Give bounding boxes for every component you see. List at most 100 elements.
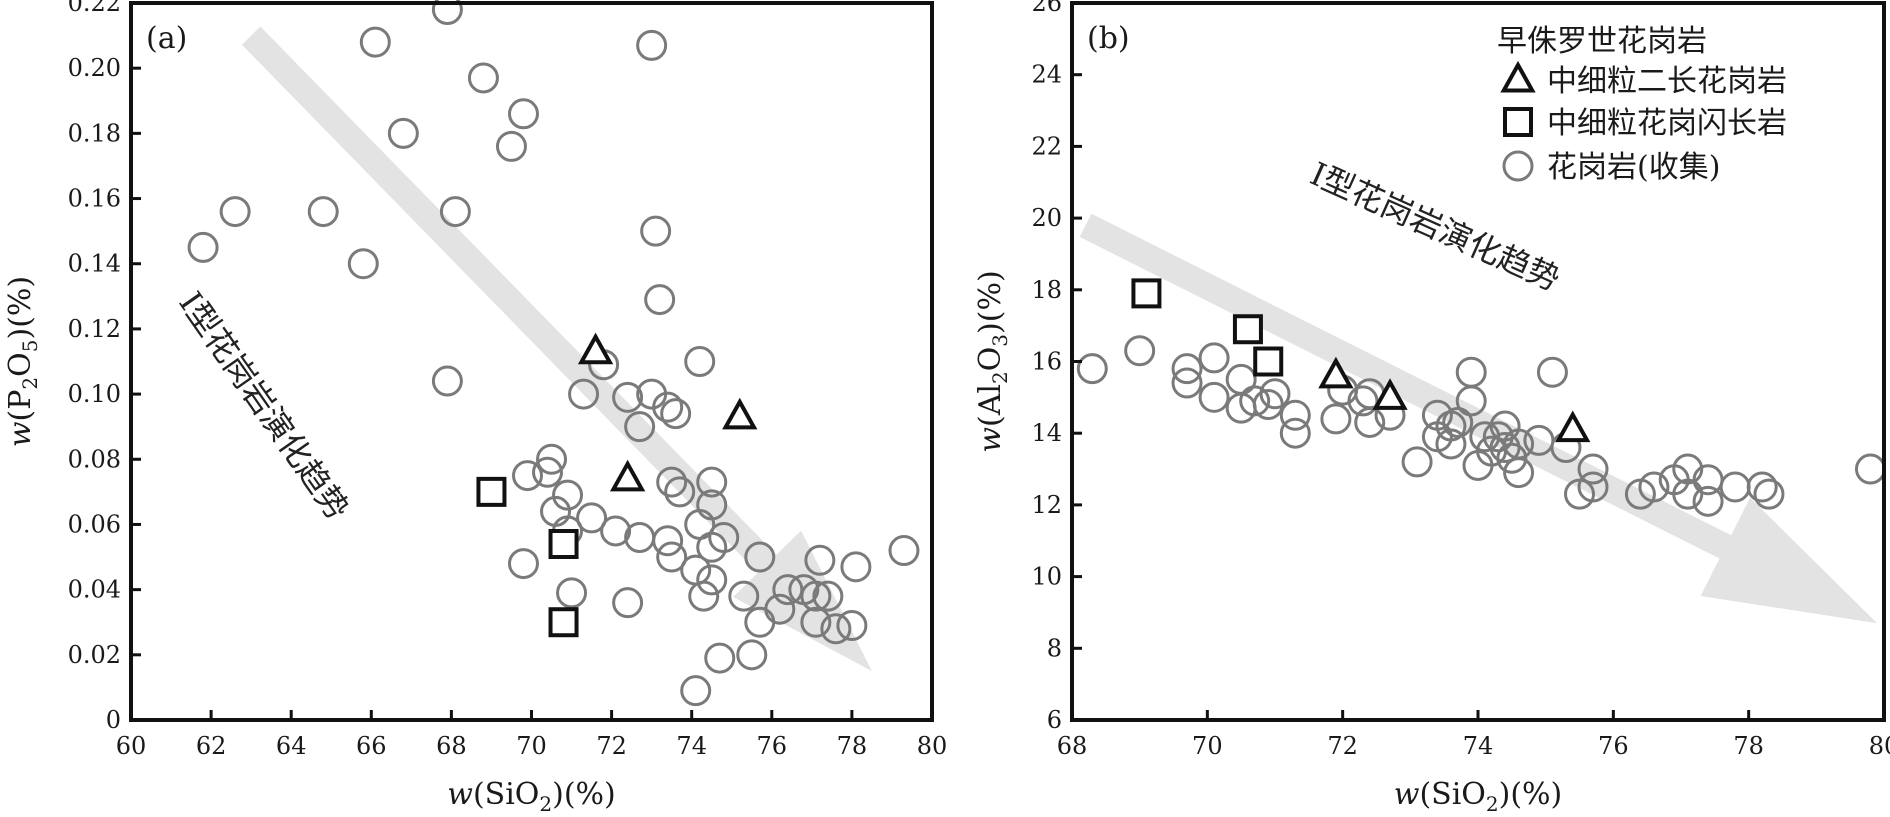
y-tick-label: 20: [1031, 204, 1062, 232]
circle-point: [1401, 446, 1433, 478]
circle-point: [764, 593, 796, 625]
y-tick-label: 24: [1031, 61, 1062, 89]
y-tick-label: 0.04: [68, 576, 121, 604]
circle-point: [532, 456, 564, 488]
circle-point: [1279, 417, 1311, 449]
circle-point: [704, 642, 736, 674]
triangle-point: [1318, 356, 1354, 389]
circle-point: [1435, 428, 1467, 460]
square-point: [1253, 346, 1284, 377]
circle-point: [696, 531, 728, 563]
x-tick-label: 60: [116, 732, 147, 760]
circle-point: [1259, 378, 1291, 410]
circle-point: [556, 577, 588, 609]
legend-label: 中细粒花岗闪长岩: [1547, 106, 1787, 141]
circle-point: [624, 411, 656, 443]
circle-point: [1672, 453, 1704, 485]
circle-point: [507, 98, 539, 130]
circle-point: [1577, 471, 1609, 503]
circle-point: [640, 215, 672, 247]
y-tick-label: 0.14: [68, 250, 121, 278]
circle-point: [536, 443, 568, 475]
circle-point: [696, 466, 728, 498]
circle-point: [680, 554, 712, 586]
circle-point: [652, 391, 684, 423]
y-tick-label: 0.06: [68, 510, 121, 538]
y-tick-label: 10: [1031, 563, 1062, 591]
circle-point: [307, 196, 339, 228]
circle-point: [644, 284, 676, 316]
x-tick-label: 80: [1869, 732, 1890, 760]
circle-point: [836, 609, 868, 641]
y-tick-label: 8: [1047, 634, 1062, 662]
circle-point: [684, 346, 716, 377]
circle-point: [800, 606, 832, 638]
y-tick-label: 18: [1031, 276, 1062, 304]
x-tick-label: 72: [596, 732, 627, 760]
circle-point: [624, 521, 656, 553]
circle-point: [347, 248, 379, 280]
circle-point: [728, 580, 760, 612]
square-point: [548, 529, 579, 560]
trend-arrow: [1079, 213, 1878, 624]
circle-point: [612, 587, 644, 619]
circle-point: [359, 26, 391, 58]
circle-point: [820, 613, 852, 645]
x-tick-label: 74: [676, 732, 707, 760]
x-tick-label: 62: [196, 732, 227, 760]
x-tick-label: 78: [837, 732, 868, 760]
circle-point: [1469, 421, 1501, 453]
y-tick-label: 22: [1031, 132, 1062, 160]
x-tick-label: 64: [276, 732, 307, 760]
triangle-point: [1372, 378, 1408, 410]
legend-label: 中细粒二长花岗岩: [1547, 64, 1787, 99]
triangle-point: [577, 332, 614, 365]
x-tick-label: 68: [436, 732, 467, 760]
x-tick-label: 70: [1192, 732, 1223, 760]
series-triangle: [1318, 356, 1591, 443]
trend-label: I型花岗岩演化趋势: [171, 285, 356, 527]
circle-point: [1753, 478, 1785, 510]
y-tick-label: 0.16: [68, 185, 121, 213]
square-point: [1232, 314, 1263, 345]
circle-point: [1746, 471, 1778, 503]
y-tick-label: 0.10: [68, 380, 121, 408]
circle-point: [576, 502, 608, 534]
circle-point: [1225, 363, 1257, 395]
circle-point: [1435, 410, 1467, 442]
x-tick-label: 72: [1327, 732, 1358, 760]
circle-point: [656, 466, 688, 498]
x-tick-label: 68: [1057, 732, 1088, 760]
panel-label: (b): [1087, 21, 1130, 56]
legend-marker-circle: [1502, 150, 1534, 182]
circle-point: [744, 606, 776, 638]
circle-point: [812, 580, 844, 612]
circle-point: [612, 381, 644, 413]
circle-point: [187, 231, 219, 263]
y-tick-label: 12: [1031, 491, 1062, 519]
circle-point: [1198, 342, 1230, 374]
y-tick-label: 0: [106, 706, 121, 734]
circle-point: [1455, 385, 1487, 417]
y-axis-label: w(P2O5)(%): [3, 276, 42, 447]
panel-b: I型花岗岩演化趋势6870727476788068101214161820222…: [973, 0, 1890, 816]
circle-point: [1455, 356, 1487, 388]
circle-point: [600, 515, 632, 547]
circle-point: [568, 378, 600, 410]
circle-point: [1320, 403, 1352, 435]
x-tick-label: 76: [1598, 732, 1629, 760]
series-triangle: [577, 332, 758, 492]
circle-point: [1496, 442, 1528, 474]
square-point: [548, 607, 579, 638]
y-tick-label: 0.12: [68, 315, 121, 343]
panel-label: (a): [146, 21, 187, 56]
y-tick-label: 16: [1031, 348, 1062, 376]
x-tick-label: 70: [516, 732, 547, 760]
circle-point: [888, 535, 920, 567]
circle-point: [552, 479, 584, 511]
circle-point: [1347, 385, 1379, 417]
circle-point: [840, 551, 872, 583]
x-tick-label: 78: [1733, 732, 1764, 760]
